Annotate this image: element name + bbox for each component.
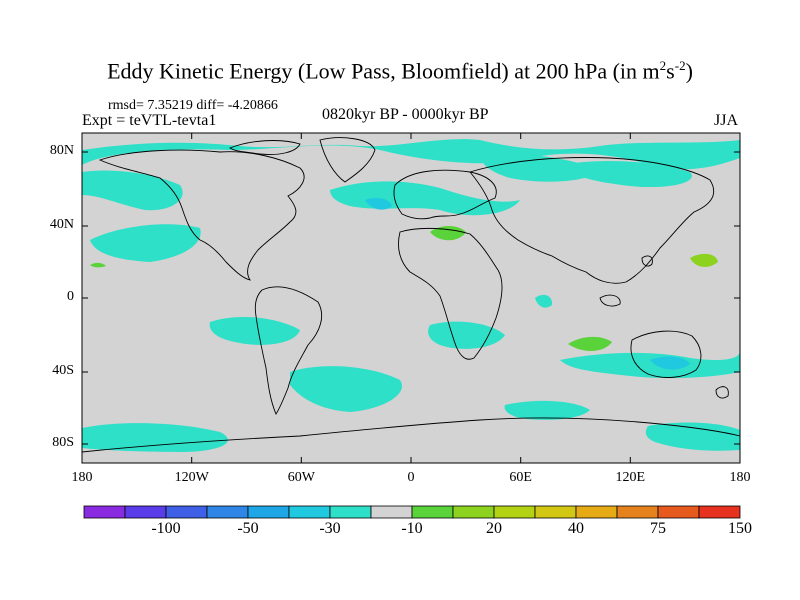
colorbar-swatch	[83, 505, 126, 519]
colorbar-swatch	[698, 505, 741, 519]
anomaly-region	[82, 423, 228, 452]
colorbar-swatch	[206, 505, 249, 519]
colorbar-label: -10	[401, 520, 423, 537]
coastline	[630, 330, 702, 378]
longitude-label: 60E	[509, 470, 532, 485]
colorbar-label: 150	[728, 520, 752, 537]
coastline	[254, 286, 322, 415]
latitude-label: 40S	[52, 363, 74, 378]
coastline	[319, 137, 376, 183]
world-map	[81, 132, 741, 464]
colorbar-label: 75	[650, 520, 666, 537]
colorbar-swatch	[411, 505, 454, 519]
latitude-label: 80N	[49, 143, 74, 158]
latitude-label: 0	[67, 289, 74, 304]
anomaly-region	[560, 160, 692, 188]
longitude-label: 120E	[615, 470, 646, 485]
colorbar	[83, 505, 741, 519]
anomaly-region	[90, 262, 106, 268]
coastline	[98, 149, 305, 281]
anomaly-region	[650, 356, 690, 370]
colorbar-swatch	[288, 505, 331, 519]
coastline	[398, 227, 503, 360]
anomaly-region	[568, 336, 612, 351]
experiment-label: Expt = teVTL-tevta1	[82, 112, 217, 129]
coastline	[641, 255, 653, 267]
anomaly-region	[428, 321, 505, 349]
axis-ticks	[81, 133, 741, 463]
anomaly-region	[504, 400, 590, 420]
colorbar-swatch	[657, 505, 700, 519]
anomaly-region	[290, 366, 402, 412]
colorbar-label: -50	[237, 520, 259, 537]
colorbar-swatch	[493, 505, 536, 519]
colorbar-swatch	[329, 505, 372, 519]
colorbar-label: -30	[319, 520, 341, 537]
colorbar-swatch	[534, 505, 577, 519]
anomaly-region	[209, 316, 300, 345]
coastline	[229, 140, 301, 155]
colorbar-label: -100	[151, 520, 181, 537]
anomaly-region	[430, 226, 466, 241]
anomaly-fields	[82, 139, 740, 452]
anomaly-region	[690, 253, 718, 267]
anomaly-region	[535, 294, 553, 308]
coastline	[81, 417, 741, 453]
colorbar-swatch	[370, 505, 413, 519]
anomaly-region	[645, 422, 740, 451]
longitude-label: 60W	[287, 470, 315, 485]
latitude-label: 40N	[49, 217, 74, 232]
colorbar-swatch	[575, 505, 618, 519]
longitude-label: 180	[729, 470, 751, 485]
latitude-label: 80S	[52, 435, 74, 450]
coastline	[715, 386, 729, 399]
colorbar-label: 40	[568, 520, 584, 537]
anomaly-region	[82, 139, 740, 170]
longitude-label: 0	[407, 470, 415, 485]
coastlines	[81, 137, 741, 453]
colorbar-swatch	[616, 505, 659, 519]
colorbar-swatch	[124, 505, 167, 519]
colorbar-swatch	[247, 505, 290, 519]
anomaly-region	[480, 153, 600, 182]
coastline	[393, 169, 497, 220]
anomaly-region	[82, 170, 183, 211]
longitude-label: 120W	[174, 470, 209, 485]
longitude-label: 180	[71, 470, 93, 485]
period-label: 0820kyr BP - 0000kyr BP	[322, 106, 489, 123]
anomaly-region	[365, 198, 392, 210]
coastline	[469, 157, 715, 284]
colorbar-swatch	[452, 505, 495, 519]
season-label: JJA	[714, 112, 739, 129]
anomaly-region	[90, 224, 201, 262]
anomaly-region	[560, 352, 740, 379]
coastline	[599, 294, 621, 307]
stats-text: rmsd= 7.35219 diff= -4.20866	[108, 98, 278, 113]
map-title: Eddy Kinetic Energy (Low Pass, Bloomfiel…	[107, 58, 693, 84]
colorbar-label: 20	[486, 520, 502, 537]
colorbar-swatch	[165, 505, 208, 519]
